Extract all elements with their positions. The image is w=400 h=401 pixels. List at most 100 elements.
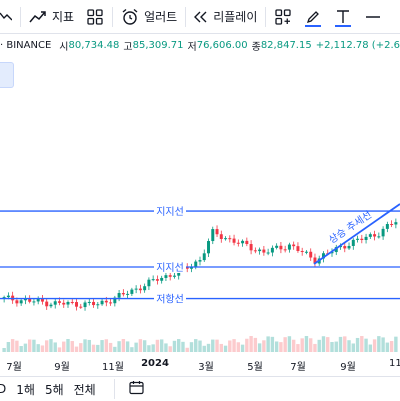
volume-bar	[79, 343, 83, 352]
ohlc-legend: · BINANCE 시 80,734.48 고 85,309.71 저 76,606.…	[0, 36, 400, 54]
volume-bar	[177, 339, 181, 352]
volume-bar	[232, 339, 236, 352]
volume-bar	[202, 345, 206, 352]
candle-body	[381, 228, 385, 237]
range-button[interactable]: D	[0, 382, 7, 396]
volume-bar	[164, 343, 168, 352]
top-toolbar: 지표 얼러트 리플레이	[0, 0, 400, 34]
volume-bar	[147, 345, 151, 352]
candle-body	[104, 300, 108, 303]
candle-body	[347, 245, 351, 249]
volume-bar	[283, 337, 287, 352]
more-settings-button[interactable]	[358, 0, 388, 33]
chart-indicators-icon	[29, 10, 46, 22]
time-tick-label: 11월	[102, 362, 124, 373]
volume-bar	[198, 340, 202, 352]
templates-button[interactable]	[80, 0, 110, 33]
candle-body	[143, 286, 147, 291]
indicators-button[interactable]	[0, 0, 18, 33]
candle-body	[377, 236, 381, 238]
candle-body	[151, 279, 155, 281]
volume-bar	[104, 339, 109, 352]
alarm-clock-icon	[122, 8, 138, 25]
layout-button[interactable]	[268, 0, 298, 33]
candle-body	[23, 298, 27, 301]
volume-bar	[27, 339, 32, 352]
volume-bar	[360, 336, 364, 352]
candle-body	[83, 302, 87, 308]
indicators-label: 지표	[52, 10, 75, 24]
volume-bar	[121, 339, 126, 352]
replay-button[interactable]: 리플레이	[188, 0, 263, 33]
candle-body	[351, 239, 355, 246]
alerts-button[interactable]: 얼러트	[115, 0, 183, 33]
volume-bar	[10, 339, 15, 352]
candle-body	[130, 289, 134, 294]
open-value: 80,734.48	[68, 39, 120, 51]
volume-bar	[355, 337, 360, 352]
time-tick-label: 5월	[247, 362, 263, 373]
candle-body	[2, 297, 6, 299]
level-label: 저항선	[156, 294, 184, 306]
range-button[interactable]: 전체	[73, 382, 96, 397]
candle-body	[66, 301, 70, 305]
candle-body	[202, 253, 206, 261]
volume-bar	[100, 340, 104, 352]
grid-icon	[87, 8, 103, 25]
candle-body	[287, 244, 291, 250]
volume-bar	[108, 342, 113, 352]
volume-bar	[36, 344, 40, 352]
candle-body	[262, 249, 266, 253]
volume-bar	[381, 337, 385, 352]
level-label: 지지선	[156, 262, 184, 274]
calendar-icon	[129, 381, 144, 395]
candle-body	[147, 279, 151, 287]
time-tick-label: 2024	[141, 358, 169, 369]
volume-bar	[300, 338, 304, 352]
candle-body	[92, 301, 96, 306]
time-axis[interactable]: 7월 9월 11월 2024 3월 5월 7월 9월 11	[0, 354, 400, 374]
text-tool-button[interactable]	[328, 0, 358, 33]
candle-body	[172, 275, 176, 277]
change-value: +2,112.78 (+2.6	[315, 39, 400, 51]
volume-bar	[23, 343, 28, 352]
volume-bar	[159, 339, 164, 352]
candle-body	[215, 229, 219, 235]
candle-body	[373, 234, 377, 237]
trend-line	[313, 203, 400, 265]
candle-body	[126, 293, 130, 295]
toolbar-divider	[20, 6, 21, 27]
volume-bar	[364, 338, 368, 352]
range-button[interactable]: 5해	[44, 382, 64, 397]
volume-bar	[62, 341, 66, 352]
volume-bar	[279, 342, 283, 352]
symbol-exchange[interactable]: · BINANCE	[0, 39, 52, 51]
volume-bar	[351, 343, 355, 352]
time-tick-label: 7월	[6, 362, 22, 373]
volume-bar	[134, 342, 138, 352]
candle-body	[245, 240, 249, 245]
volume-bar	[347, 340, 351, 352]
candle-body	[36, 298, 40, 302]
time-tick-label: 9월	[54, 362, 70, 373]
range-button[interactable]: 1해	[16, 382, 35, 397]
candle-body	[292, 244, 296, 247]
volume-bar	[142, 340, 147, 352]
candle-body	[309, 251, 313, 258]
candle-body	[211, 229, 215, 242]
volume-bar	[53, 342, 57, 352]
volume-bar	[130, 347, 134, 352]
candle-body	[194, 261, 198, 267]
candle-body	[313, 257, 317, 264]
toolbar-divider	[265, 6, 267, 27]
volume-bar	[87, 339, 91, 352]
collapse-legend-toggle[interactable]	[0, 62, 14, 88]
candle-body	[109, 302, 113, 304]
indicators-menu-button[interactable]: 지표	[23, 0, 80, 33]
brush-tool-button[interactable]	[298, 0, 328, 33]
candle-body	[368, 234, 372, 237]
go-to-date-button[interactable]	[129, 380, 144, 398]
time-tick-label: 7월	[290, 362, 306, 373]
volume-bar	[330, 342, 334, 352]
